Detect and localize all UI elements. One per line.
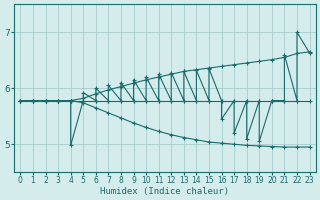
X-axis label: Humidex (Indice chaleur): Humidex (Indice chaleur) bbox=[100, 187, 229, 196]
